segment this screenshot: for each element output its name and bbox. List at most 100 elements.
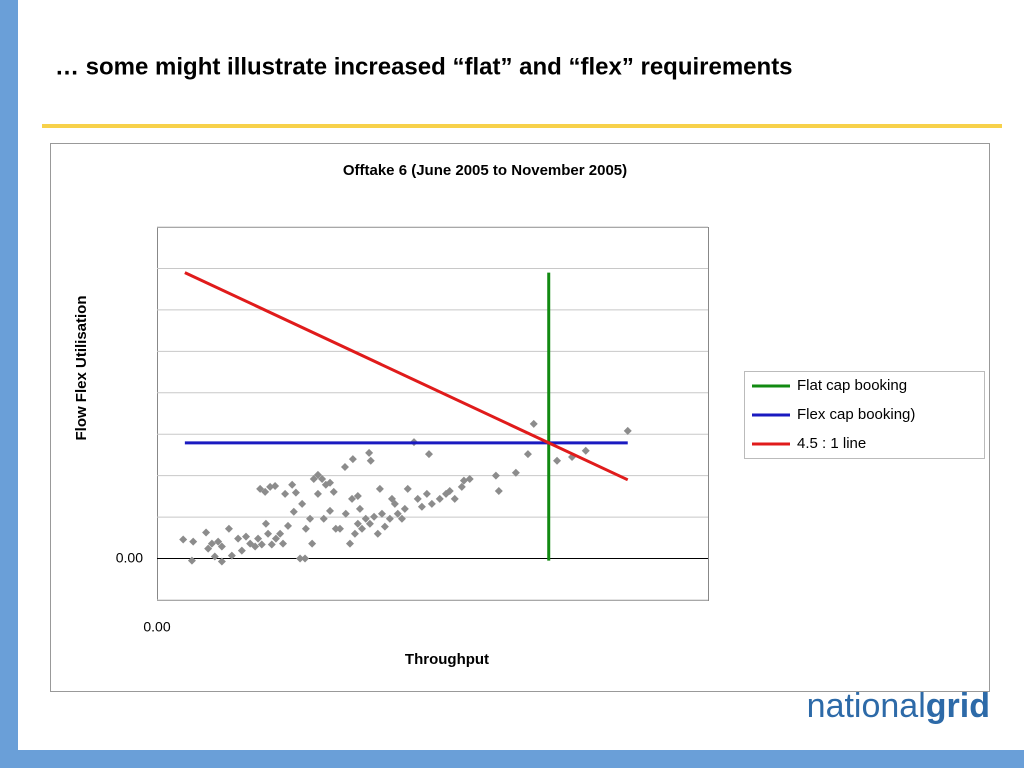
scatter-point <box>355 504 364 513</box>
scatter-point <box>435 494 444 503</box>
scatter-point <box>266 482 275 491</box>
scatter-point <box>365 448 374 457</box>
scatter-point <box>217 557 226 566</box>
scatter-point <box>345 539 354 548</box>
scatter-point <box>529 419 538 428</box>
side-bar <box>0 0 18 768</box>
scatter-point <box>257 540 266 549</box>
scatter-point <box>373 529 382 538</box>
scatter-point <box>254 534 263 543</box>
scatter-point <box>325 506 334 515</box>
scatter-point <box>465 474 474 483</box>
scatter-point <box>366 456 375 465</box>
scatter-point <box>623 426 632 435</box>
scatter-point <box>251 542 260 551</box>
scatter-point <box>340 462 349 471</box>
scatter-point <box>491 471 500 480</box>
scatter-point <box>450 494 459 503</box>
scatter-point <box>288 480 297 489</box>
scatter-point <box>387 494 396 503</box>
scatter-point <box>325 478 334 487</box>
scatter-point <box>335 524 344 533</box>
scatter-point <box>459 476 468 485</box>
legend-label: Flat cap booking <box>797 377 907 394</box>
scatter-point <box>271 534 280 543</box>
logo-part: grid <box>926 687 990 725</box>
scatter-point <box>267 540 276 549</box>
scatter-point <box>234 534 243 543</box>
y-tick-label: 0.00 <box>116 549 143 565</box>
bottom-bar <box>0 750 1024 768</box>
x-axis-label: Throughput <box>405 651 489 668</box>
logo: nationalgrid <box>807 687 990 725</box>
scatter-point <box>301 554 310 563</box>
scatter-point <box>281 489 290 498</box>
scatter-point <box>289 507 298 516</box>
scatter-point <box>214 537 223 546</box>
scatter-point <box>348 455 357 464</box>
scatter-point <box>581 446 590 455</box>
scatter-point <box>417 502 426 511</box>
title-rule <box>42 124 1002 128</box>
scatter-point <box>358 524 367 533</box>
legend-label: Flex cap booking) <box>797 406 915 423</box>
scatter-point <box>217 542 226 551</box>
scatter-point <box>301 524 310 533</box>
scatter-point <box>523 450 532 459</box>
scatter-point <box>264 529 273 538</box>
scatter-point <box>353 519 362 528</box>
scatter-point <box>318 474 327 483</box>
chart-title: Offtake 6 (June 2005 to November 2005) <box>343 162 627 179</box>
scatter-point <box>308 539 317 548</box>
plot-area <box>157 227 709 601</box>
slide-title: … some might illustrate increased “flat”… <box>55 53 793 80</box>
scatter-point <box>361 514 370 523</box>
scatter-point <box>261 487 270 496</box>
scatter-point <box>511 468 520 477</box>
logo-part: national <box>807 687 926 725</box>
scatter-point <box>385 514 394 523</box>
scatter-point <box>189 537 198 546</box>
scatter-point <box>319 514 328 523</box>
scatter-point <box>393 509 402 518</box>
scatter-point <box>353 491 362 500</box>
scatter-point <box>397 514 406 523</box>
scatter-point <box>348 494 357 503</box>
scatter-point <box>329 487 338 496</box>
scatter-point <box>207 539 216 548</box>
scatter-point <box>494 487 503 496</box>
scatter-point <box>350 529 359 538</box>
scatter-point <box>403 484 412 493</box>
scatter-point <box>427 499 436 508</box>
scatter-point <box>298 499 307 508</box>
scatter-point <box>179 535 188 544</box>
scatter-point <box>400 504 409 513</box>
scatter-point <box>313 470 322 479</box>
scatter-point <box>370 512 379 521</box>
scatter-point <box>553 456 562 465</box>
scatter-point <box>413 494 422 503</box>
scatter-point <box>224 524 233 533</box>
scatter-point <box>424 450 433 459</box>
scatter-point <box>187 556 196 565</box>
scatter-point <box>380 522 389 531</box>
scatter-point <box>377 509 386 518</box>
scatter-point <box>296 554 305 563</box>
scatter-point <box>306 514 315 523</box>
scatter-point <box>204 544 213 553</box>
line <box>184 271 629 482</box>
scatter-point <box>210 552 219 561</box>
scatter-point <box>422 489 431 498</box>
scatter-point <box>331 524 340 533</box>
y-axis-label: Flow Flex Utilisation <box>73 295 90 440</box>
scatter-point <box>227 551 236 560</box>
scatter-point <box>283 521 292 530</box>
scatter-point <box>202 528 211 537</box>
scatter-point <box>457 482 466 491</box>
scatter-point <box>237 546 246 555</box>
x-tick-label: 0.00 <box>143 619 170 635</box>
scatter-point <box>276 529 285 538</box>
scatter-point <box>445 487 454 496</box>
scatter-point <box>341 509 350 518</box>
